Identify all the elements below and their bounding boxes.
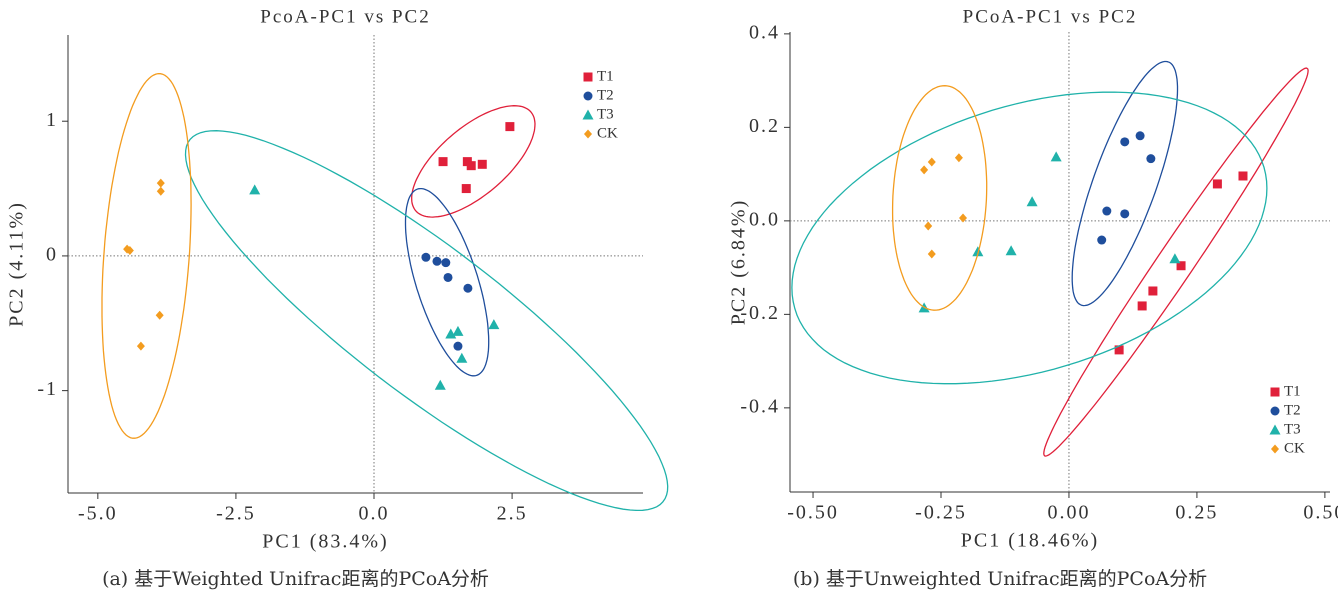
legend-label: T3	[597, 106, 614, 122]
y-tick-label: -0.4	[740, 395, 780, 417]
legend-label: T1	[1284, 383, 1301, 399]
point	[505, 122, 515, 132]
point	[584, 129, 592, 139]
point	[1050, 151, 1062, 162]
chart-title: PcoA-PC1 vs PC2	[260, 6, 430, 27]
point	[452, 325, 464, 336]
legend-label: CK	[597, 125, 618, 141]
x-tick-label: 0.0	[359, 503, 390, 525]
point	[954, 153, 963, 163]
point	[453, 341, 463, 351]
point	[136, 341, 145, 351]
point	[920, 165, 929, 175]
chart-title: PCoA-PC1 vs PC2	[963, 6, 1138, 27]
confidence-ellipse	[404, 187, 490, 377]
y-tick-label: 0.0	[749, 208, 780, 230]
point	[1097, 235, 1107, 245]
point	[434, 379, 446, 390]
x-tick-label: -2.5	[216, 503, 256, 525]
x-tick-label: 0.50	[1303, 502, 1338, 524]
point	[463, 283, 473, 293]
point	[1135, 131, 1145, 141]
y-tick-label: -1	[37, 378, 58, 400]
point	[1176, 261, 1186, 271]
y-tick-label: 0	[46, 244, 58, 266]
point	[249, 184, 261, 195]
point	[125, 246, 134, 256]
confidence-ellipse	[791, 91, 1268, 385]
point	[156, 178, 165, 188]
point	[456, 352, 468, 363]
point	[972, 246, 984, 257]
y-tick-label: -0.2	[740, 302, 780, 324]
point	[432, 256, 442, 266]
point	[488, 319, 500, 330]
point	[1148, 286, 1158, 296]
point	[1102, 206, 1112, 216]
point	[421, 252, 431, 262]
point	[1120, 209, 1130, 219]
x-axis-label: PC1 (18.46%)	[961, 530, 1099, 552]
point	[1270, 387, 1280, 397]
point	[441, 258, 451, 268]
point	[1146, 154, 1156, 164]
point	[1120, 137, 1130, 147]
point	[1238, 171, 1248, 181]
point	[443, 272, 453, 282]
point	[1271, 444, 1279, 454]
point	[156, 186, 165, 196]
x-tick-label: -0.25	[915, 502, 967, 524]
y-tick-label: 0.4	[749, 21, 780, 43]
legend-label: T2	[1284, 402, 1301, 418]
point	[582, 109, 594, 120]
y-axis-label: PC2 (6.84%)	[728, 199, 750, 325]
point	[1005, 245, 1017, 256]
confidence-ellipse	[184, 130, 669, 512]
y-tick-label: 0.2	[749, 115, 780, 137]
x-tick-label: 2.5	[497, 503, 528, 525]
point	[1270, 406, 1280, 416]
point	[438, 157, 448, 167]
point	[477, 159, 487, 169]
confidence-ellipse	[891, 85, 988, 311]
point	[927, 249, 936, 259]
y-tick-label: 1	[46, 109, 58, 131]
point	[1026, 196, 1038, 207]
point	[959, 213, 968, 223]
point	[445, 328, 457, 339]
confidence-ellipse	[411, 105, 536, 218]
legend-label: T3	[1284, 421, 1301, 437]
confidence-ellipse	[1043, 67, 1309, 457]
point	[924, 221, 933, 231]
confidence-ellipse	[101, 72, 192, 439]
legend-label: CK	[1284, 440, 1305, 456]
x-tick-label: 0.25	[1175, 502, 1218, 524]
point	[461, 184, 471, 194]
point	[1269, 424, 1281, 435]
point	[155, 310, 164, 320]
legend-label: T1	[597, 68, 614, 84]
caption: (b) 基于Unweighted Unifrac距离的PCoA分析	[793, 568, 1207, 590]
y-axis-label: PC2 (4.11%)	[6, 201, 28, 327]
point	[1212, 179, 1222, 189]
point	[1137, 301, 1147, 311]
legend-label: T2	[597, 87, 614, 103]
point	[466, 161, 476, 171]
x-tick-label: 0.00	[1047, 502, 1090, 524]
x-axis-label: PC1 (83.4%)	[262, 531, 388, 553]
x-tick-label: -0.50	[787, 502, 839, 524]
point	[1114, 345, 1124, 355]
point	[583, 91, 593, 101]
confidence-ellipse	[1071, 60, 1179, 307]
point	[583, 72, 593, 82]
point	[927, 157, 936, 167]
caption: (a) 基于Weighted Unifrac距离的PCoA分析	[102, 568, 489, 590]
point	[1169, 253, 1181, 264]
x-tick-label: -5.0	[78, 503, 118, 525]
